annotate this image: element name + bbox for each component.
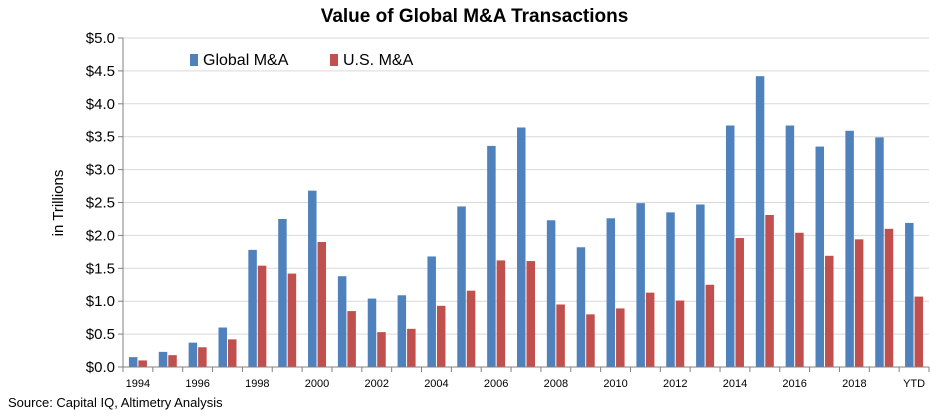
bar-global [248,249,257,367]
bar-us [675,300,685,367]
bar-us [436,305,446,367]
y-axis-title: in Trillions [50,170,67,237]
bar-global [696,204,705,367]
x-tick-label: 1994 [126,378,150,390]
bar-global [666,212,675,367]
bar-us [914,296,924,367]
bar-global [785,125,795,367]
y-tick-label: $3.0 [86,162,115,179]
y-tick-label: $4.0 [86,96,115,113]
bar-global [636,203,645,367]
bar-us [795,232,804,367]
y-tick-label: $2.0 [86,227,115,244]
x-tick-label: 2010 [603,378,627,390]
bar-global [188,342,198,367]
bar-global [517,127,526,367]
bar-global [546,220,556,367]
bar-us [735,238,744,367]
legend: Global M&A U.S. M&A [190,52,414,69]
y-tick-label: $4.5 [86,63,115,80]
bar-us [765,215,774,367]
bar-global [725,125,735,367]
axes: $0.0 $0.5 $1.0 $1.5 $2.0 $2.5 $3.0 $3.5 $4.0 $4.5… [86,30,930,390]
bar-us [317,241,327,367]
x-tick-label: 2006 [484,378,508,390]
x-tick-label: 2002 [364,378,388,390]
bar-us [138,360,147,367]
legend-swatch [330,54,338,66]
y-tick-label: $0.0 [86,359,115,376]
bar-global [128,357,138,367]
bar-us [556,304,565,367]
chart-title: Value of Global M&A Transactions [320,6,629,27]
bar-us [496,260,506,367]
bar-global [845,130,854,367]
bar-us [347,311,356,367]
bar-global [576,247,586,367]
bar-global [487,145,496,367]
bar-us [705,284,715,367]
bars [128,76,924,367]
y-tick-label: $1.5 [86,260,115,277]
bar-us [616,308,625,367]
bar-us [586,314,595,367]
bar-global [606,218,616,367]
bar-global [427,256,436,367]
bar-us [526,261,535,367]
bar-us [377,332,386,367]
y-tick-label: $1.0 [86,293,115,310]
bar-global [158,351,168,367]
bar-us [645,292,655,367]
bar-global [367,298,377,367]
x-tick-label: 2000 [305,378,329,390]
bar-global [278,218,287,367]
y-tick-label: $5.0 [86,30,115,47]
legend-label: Global M&A [203,52,289,69]
bar-global [875,137,884,367]
x-tick-label: 1998 [245,378,269,390]
legend-swatch [190,54,198,66]
y-tick-label: $2.5 [86,195,115,212]
x-tick-label: 2004 [424,378,448,390]
x-tick-label: YTD [903,378,925,390]
bar-global [457,206,466,367]
x-tick-label: 2014 [723,378,747,390]
bar-global [815,146,825,367]
bar-global [308,190,317,367]
bar-us [287,273,297,367]
bar-global [755,76,765,367]
x-tick-label: 2012 [663,378,687,390]
bar-us [884,228,894,367]
bar-us [257,265,267,367]
bar-global [905,222,914,367]
bar-us [466,290,476,367]
y-tick-label: $0.5 [86,326,115,343]
bar-us [168,355,177,367]
x-tick-label: 2018 [842,378,866,390]
grid-lines [123,37,929,335]
legend-label: U.S. M&A [343,52,414,69]
bar-global [397,295,407,367]
bar-us [825,255,834,367]
bar-us [198,347,207,367]
bar-global [337,276,347,367]
bar-us [407,328,416,367]
bar-global [218,327,227,367]
x-tick-label: 1996 [185,378,209,390]
x-tick-label: 2008 [544,378,568,390]
bar-us [854,239,864,367]
y-tick-label: $3.5 [86,129,115,146]
x-tick-label: 2016 [782,378,806,390]
bar-us [227,339,237,367]
source-note: Source: Capital IQ, Altimetry Analysis [8,395,223,410]
